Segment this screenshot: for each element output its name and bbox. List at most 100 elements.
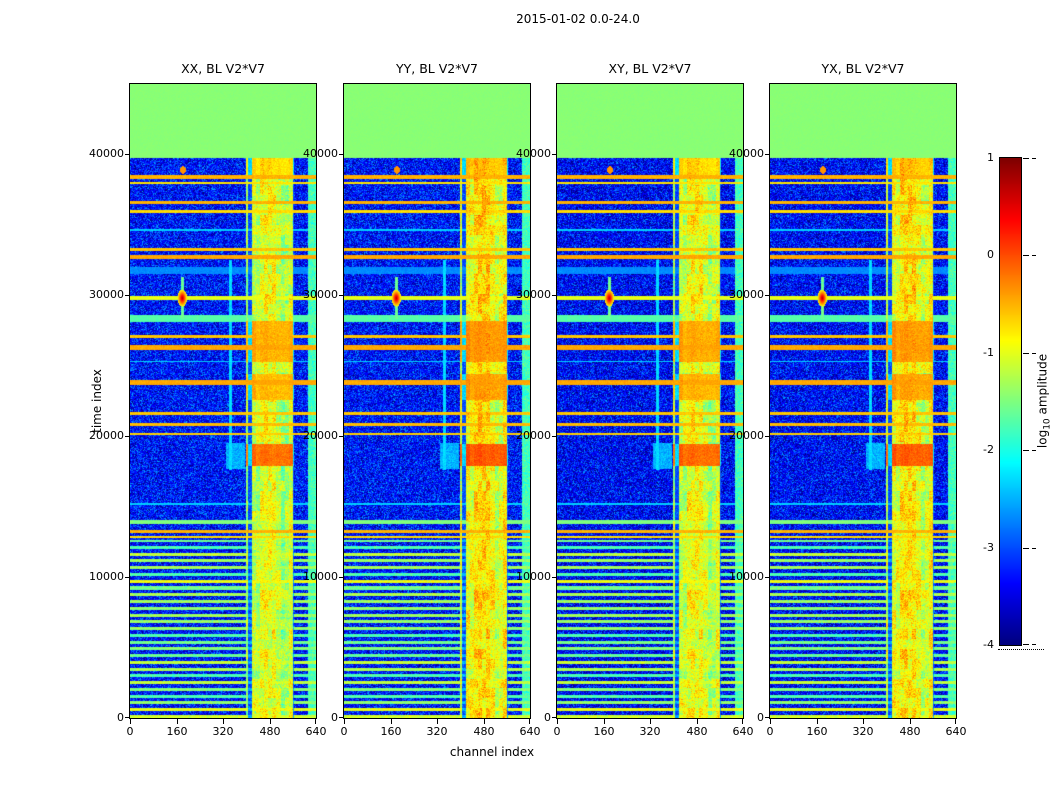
y-tick-mark xyxy=(765,295,770,296)
x-tick-mark xyxy=(437,719,438,724)
x-tick-label: 480 xyxy=(686,725,708,738)
y-tick-label: 0 xyxy=(757,711,764,724)
colorbar-tick-mark xyxy=(1032,548,1036,549)
x-tick-mark xyxy=(817,719,818,724)
y-axis-label: time index xyxy=(90,369,104,433)
y-tick-mark xyxy=(125,436,130,437)
panel-title-xx: XX, BL V2*V7 xyxy=(181,61,265,76)
colorbar-tick-label: -2 xyxy=(983,443,994,456)
y-tick-mark xyxy=(339,295,344,296)
x-tick-mark xyxy=(650,719,651,724)
x-tick-mark xyxy=(223,719,224,724)
x-tick-label: 640 xyxy=(519,725,541,738)
colorbar-dotted-edge xyxy=(998,649,1044,650)
x-tick-label: 640 xyxy=(305,725,327,738)
y-tick-mark xyxy=(552,717,557,718)
y-tick-label: 40000 xyxy=(89,147,124,160)
heatmap-panel-yx: YX, BL V2*V7 0 10000 20000 30000 40000 0 160 32… xyxy=(729,61,967,738)
panel-title-yy: YY, BL V2*V7 xyxy=(396,61,478,76)
colorbar-label-post: amplitude xyxy=(1035,353,1050,419)
colorbar-tick-mark xyxy=(1023,158,1029,159)
y-tick-mark xyxy=(125,577,130,578)
x-tick-label: 0 xyxy=(126,725,134,738)
heatmap-canvas-yx xyxy=(769,83,957,719)
x-tick-mark xyxy=(910,719,911,724)
x-tick-label: 480 xyxy=(473,725,495,738)
x-tick-mark xyxy=(697,719,698,724)
y-tick-label: 10000 xyxy=(303,570,338,583)
x-tick-mark xyxy=(529,719,530,724)
x-tick-label: 320 xyxy=(852,725,874,738)
colorbar-tick-label: 1 xyxy=(987,151,994,164)
y-tick-label: 40000 xyxy=(729,147,764,160)
y-tick-mark xyxy=(552,577,557,578)
x-tick-label: 320 xyxy=(212,725,234,738)
y-tick-label: 0 xyxy=(544,711,551,724)
colorbar-tick-label: -3 xyxy=(983,541,994,554)
y-tick-mark xyxy=(552,436,557,437)
colorbar-tick-mark xyxy=(1023,548,1029,549)
x-tick-mark xyxy=(344,719,345,724)
x-tick-mark xyxy=(955,719,956,724)
colorbar-tick-mark xyxy=(1032,158,1036,159)
y-tick-mark xyxy=(765,436,770,437)
y-tick-mark xyxy=(125,717,130,718)
colorbar-tick-label: -4 xyxy=(983,638,994,651)
colorbar-tick-label: -1 xyxy=(983,346,994,359)
y-tick-label: 10000 xyxy=(729,570,764,583)
heatmap-canvas-xx xyxy=(129,83,317,719)
x-tick-mark xyxy=(391,719,392,724)
figure-title: 2015-01-02 0.0-24.0 xyxy=(516,12,640,26)
colorbar-tick-mark xyxy=(1023,255,1029,256)
y-tick-mark xyxy=(552,295,557,296)
y-tick-label: 30000 xyxy=(516,288,551,301)
y-tick-label: 0 xyxy=(117,711,124,724)
colorbar-tick-label: 0 xyxy=(987,248,994,261)
x-tick-mark xyxy=(742,719,743,724)
colorbar-canvas xyxy=(999,157,1022,646)
x-tick-label: 320 xyxy=(426,725,448,738)
heatmap-canvas-yy xyxy=(343,83,531,719)
colorbar-tick-mark xyxy=(1032,353,1036,354)
colorbar: log10 amplitude 1 0 -1 -2 -3 -4 xyxy=(983,151,1050,651)
heatmap-panel-xx: XX, BL V2*V7 0 10000 20000 30000 40000 0 160 32… xyxy=(89,61,327,738)
y-tick-label: 10000 xyxy=(89,570,124,583)
y-tick-mark xyxy=(125,154,130,155)
y-tick-label: 30000 xyxy=(89,288,124,301)
x-tick-label: 640 xyxy=(945,725,967,738)
x-tick-label: 0 xyxy=(340,725,348,738)
x-tick-mark xyxy=(270,719,271,724)
x-tick-label: 320 xyxy=(639,725,661,738)
y-tick-label: 40000 xyxy=(516,147,551,160)
colorbar-label: log10 amplitude xyxy=(1035,354,1050,448)
x-tick-label: 160 xyxy=(380,725,402,738)
heatmap-canvas-xy xyxy=(556,83,744,719)
x-tick-mark xyxy=(770,719,771,724)
x-tick-label: 0 xyxy=(553,725,561,738)
y-tick-mark xyxy=(339,154,344,155)
colorbar-label-sub: 10 xyxy=(1042,418,1050,430)
y-tick-mark xyxy=(765,154,770,155)
y-tick-mark xyxy=(339,717,344,718)
y-tick-label: 20000 xyxy=(729,429,764,442)
y-tick-label: 30000 xyxy=(303,288,338,301)
x-tick-label: 160 xyxy=(166,725,188,738)
x-tick-mark xyxy=(484,719,485,724)
x-tick-mark xyxy=(130,719,131,724)
x-axis-label: channel index xyxy=(449,745,535,759)
x-tick-label: 160 xyxy=(806,725,828,738)
y-tick-label: 30000 xyxy=(729,288,764,301)
colorbar-tick-mark xyxy=(1032,450,1036,451)
y-tick-mark xyxy=(765,577,770,578)
y-tick-label: 20000 xyxy=(303,429,338,442)
x-tick-mark xyxy=(604,719,605,724)
panel-title-yx: YX, BL V2*V7 xyxy=(821,61,905,76)
y-tick-mark xyxy=(765,717,770,718)
colorbar-tick-mark xyxy=(1032,255,1036,256)
y-tick-label: 20000 xyxy=(516,429,551,442)
colorbar-tick-mark xyxy=(1023,450,1029,451)
panel-title-xy: XY, BL V2*V7 xyxy=(608,61,692,76)
x-tick-mark xyxy=(177,719,178,724)
x-tick-label: 640 xyxy=(732,725,754,738)
